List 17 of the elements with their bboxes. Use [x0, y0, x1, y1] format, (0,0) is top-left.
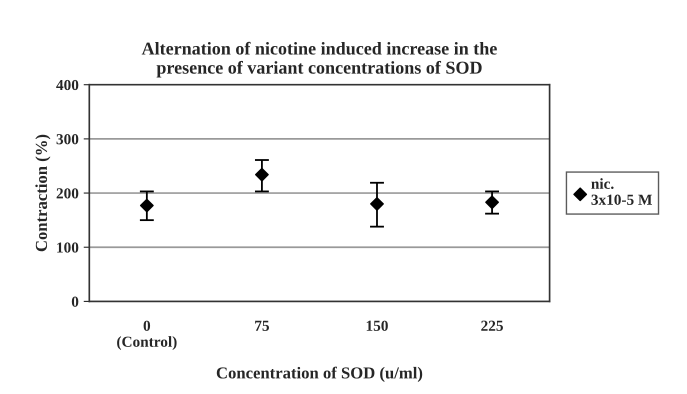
point	[140, 198, 154, 212]
point	[255, 168, 269, 182]
point	[370, 196, 384, 211]
y-tick-label: 300	[56, 134, 78, 144]
y-tick-label: 400	[56, 80, 78, 90]
x-tick-label: 150	[366, 320, 388, 331]
legend-label: nic. 3x10-5 M	[591, 178, 652, 205]
x-tick-label: 75	[255, 320, 269, 331]
point	[485, 195, 499, 210]
x-axis-title: Concentration of SOD (u/ml)	[216, 366, 422, 382]
y-tick-label: 0	[72, 296, 78, 307]
x-tick-label: 225	[481, 320, 503, 331]
x-tick-label: 0 (Control)	[117, 320, 177, 350]
y-tick-label: 200	[56, 188, 78, 199]
y-axis-title: Contraction (%)	[35, 134, 50, 252]
y-tick-label: 100	[57, 242, 78, 253]
chart-title: Alternation of nicotine induced increase in the presence of variant concentrations of SOD	[142, 42, 497, 78]
